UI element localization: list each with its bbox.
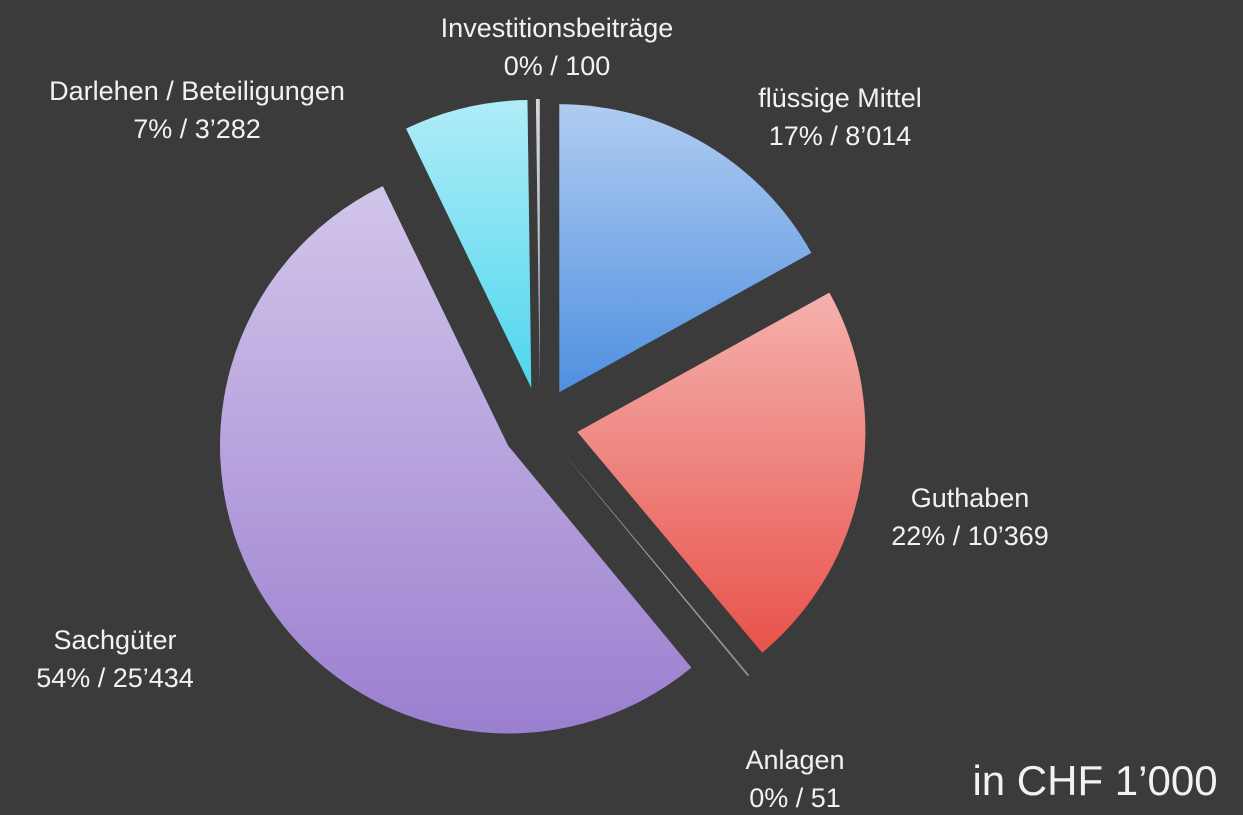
annotation: in CHF 1’000 xyxy=(972,757,1217,804)
slice-shine xyxy=(535,99,540,388)
slice-label: Darlehen / Beteiligungen xyxy=(49,76,345,106)
slice-shine xyxy=(406,100,532,389)
slice-label: flüssige Mittel xyxy=(758,83,922,113)
slice-label: Investitionsbeiträge xyxy=(441,13,674,43)
value-label: 17% / 8’014 xyxy=(769,121,912,151)
slice-label: Anlagen xyxy=(745,745,844,775)
pie xyxy=(220,99,866,734)
value-label: 54% / 25’434 xyxy=(36,663,194,693)
slice-shine xyxy=(564,454,750,677)
slice-label: Sachgüter xyxy=(53,625,176,655)
slice-shine xyxy=(559,104,812,393)
value-label: 0% / 100 xyxy=(504,51,611,81)
value-label: 22% / 10’369 xyxy=(891,521,1049,551)
value-label: 7% / 3’282 xyxy=(133,114,261,144)
value-label: 0% / 51 xyxy=(749,783,841,813)
slice-shine xyxy=(220,186,692,734)
slice-shine xyxy=(577,292,866,653)
labels: flüssige Mittel 17% / 8’014 Guthaben 22% / … xyxy=(36,13,1049,813)
slice-label: Guthaben xyxy=(911,483,1030,513)
